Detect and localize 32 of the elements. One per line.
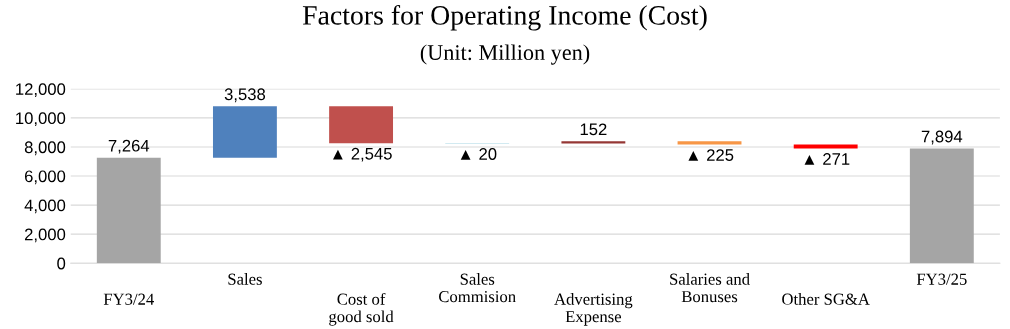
x-tick-label: Cost of good sold xyxy=(329,292,394,326)
x-tick-label: FY3/24 xyxy=(103,293,154,305)
chart-title: Factors for Operating Income (Cost) xyxy=(302,4,707,31)
data-label: 152 xyxy=(580,123,607,136)
x-tick-label: Sales xyxy=(228,273,262,285)
bar xyxy=(793,144,858,149)
x-tick-label: Salaries and Bonuses xyxy=(670,273,750,303)
data-label: 7,264 xyxy=(108,139,150,154)
data-label: ▲ 271 xyxy=(804,153,850,165)
data-label: 7,894 xyxy=(921,130,963,145)
x-tick-label: Sales Commision xyxy=(439,273,516,303)
bar xyxy=(909,148,974,264)
bar xyxy=(212,106,277,158)
data-label: ▲ 20 xyxy=(460,148,497,160)
y-tick-label: 4,000 xyxy=(24,199,66,214)
y-tick-label: 0 xyxy=(57,257,66,270)
bar xyxy=(329,106,394,144)
y-tick-label: 12,000 xyxy=(16,83,66,97)
bar xyxy=(561,141,626,144)
bar xyxy=(677,141,742,145)
data-label: ▲ 2,545 xyxy=(333,147,392,162)
bar xyxy=(96,157,161,264)
x-tick-label: FY3/25 xyxy=(916,273,967,285)
y-tick-label: 10,000 xyxy=(16,112,66,127)
x-tick-label: Other SG&A xyxy=(782,293,870,305)
data-label: 3,538 xyxy=(224,88,266,103)
data-label: ▲ 225 xyxy=(688,149,734,161)
x-tick-label: Advertising Expense xyxy=(554,293,633,326)
y-tick-label: 8,000 xyxy=(24,141,66,156)
y-tick-label: 6,000 xyxy=(24,170,66,185)
chart-subtitle: (Unit: Million yen) xyxy=(420,44,590,65)
y-tick-label: 2,000 xyxy=(24,228,66,243)
